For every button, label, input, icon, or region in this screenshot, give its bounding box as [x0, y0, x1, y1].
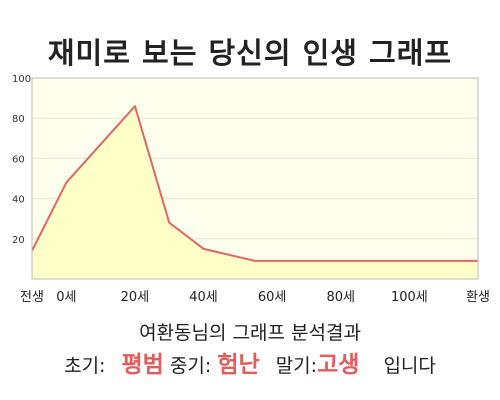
x-tick-label-3: 40세	[189, 290, 218, 305]
x-tick-label-6: 100세	[391, 290, 428, 305]
y-tick-label-1: 40	[12, 195, 25, 206]
mid-label: 중기:	[169, 355, 212, 377]
area-fill	[32, 106, 478, 279]
x-axis-ticks: 전생 0세 20세 40세 60세 80세 100세 환생	[20, 290, 490, 305]
analysis-heading: 여환동님의 그래프 분석결과	[139, 322, 361, 344]
late-value: 고생	[317, 352, 360, 378]
series-line	[31, 105, 478, 262]
x-tick-label-2: 20세	[121, 290, 150, 305]
y-tick-label-0: 20	[12, 235, 25, 246]
y-tick-label-3: 80	[12, 114, 25, 125]
x-tick-label-0: 전생	[20, 290, 44, 305]
x-tick-label-1: 0세	[56, 290, 76, 305]
y-axis-ticks: 20 40 60 80 100	[12, 74, 31, 246]
plot-frame	[31, 77, 479, 280]
y-tick-label-2: 60	[12, 154, 25, 165]
x-tick-label-7: 환생	[466, 290, 490, 305]
analysis-result: 초기: 평범 중기: 험난 말기:고생 입니다	[0, 345, 500, 379]
mid-value: 험난	[217, 352, 260, 378]
early-value: 평범	[121, 352, 164, 378]
early-label: 초기:	[64, 355, 106, 377]
x-tick-label-5: 80세	[327, 290, 356, 305]
area-series	[31, 105, 478, 279]
x-tick-label-4: 60세	[258, 290, 287, 305]
result-suffix: 입니다	[383, 355, 436, 377]
late-label: 말기:	[275, 355, 318, 377]
chart-title: 재미로 보는 당신의 인생 그래프	[47, 36, 453, 70]
y-tick-label-4: 100	[12, 74, 31, 85]
life-graph-chart: 20 40 60 80 100 전생 0세 20세 40세 60세 80세 100세 환생	[12, 74, 490, 305]
